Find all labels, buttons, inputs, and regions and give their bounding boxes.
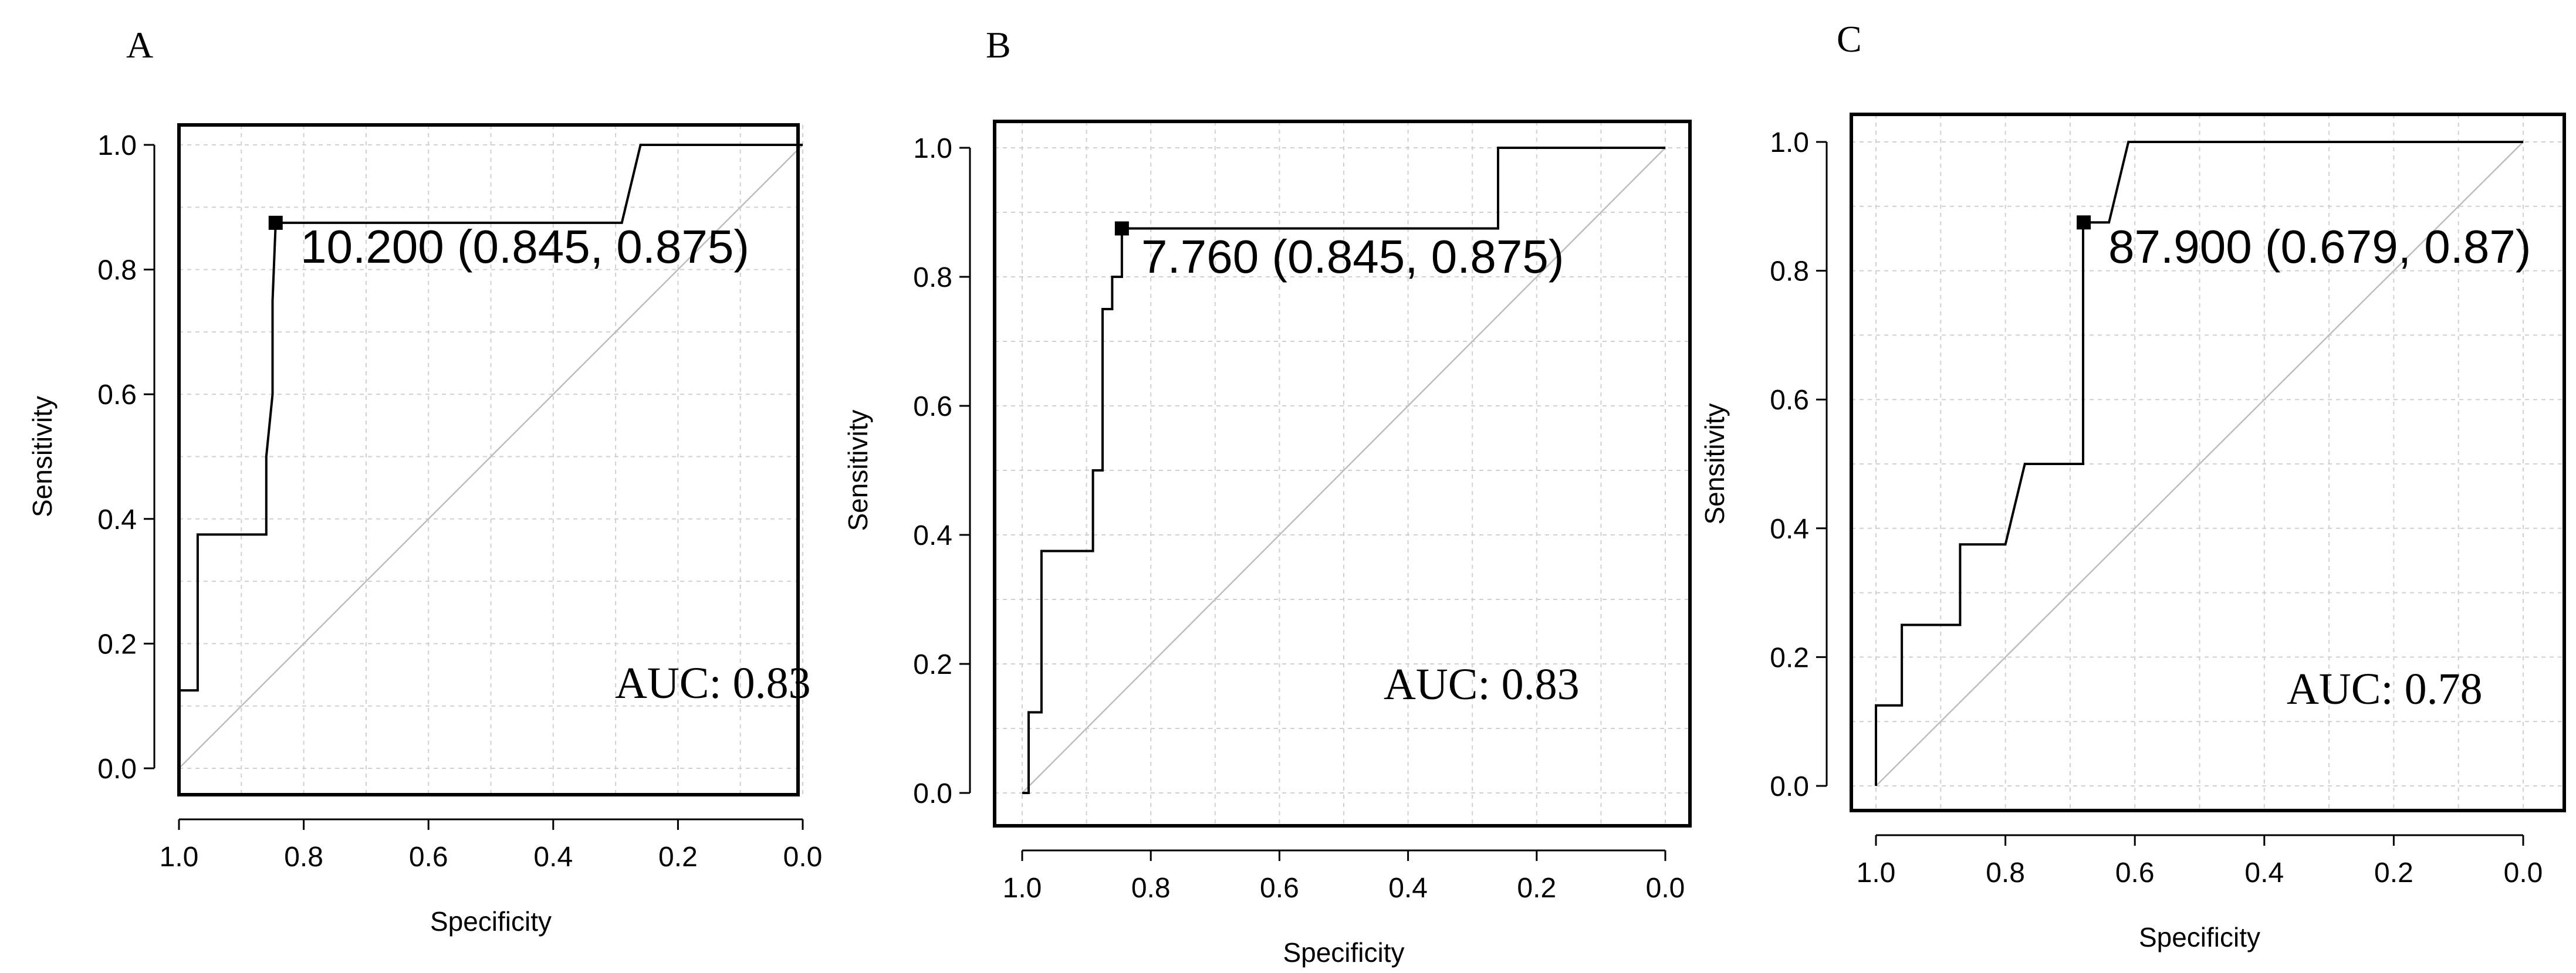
panel-letter: B [986,24,1011,66]
y-tick-label: 0.0 [97,754,137,785]
y-tick-label: 0.4 [913,520,952,551]
y-tick-label: 0.0 [1770,771,1809,802]
x-tick-label: 1.0 [1857,857,1896,889]
x-tick-label: 0.4 [1388,873,1428,904]
y-tick-label: 0.8 [913,262,952,293]
plot-frame [177,123,800,796]
x-tick-label: 0.4 [533,842,573,873]
panels: A 10.200 (0.845, 0.875) AUC: 0.83 0.0 0.2 0.4… [27,18,2566,968]
roc-panel-a: A 10.200 (0.845, 0.875) AUC: 0.83 0.0 0.2 0.4… [27,24,822,937]
panel-letter: A [126,24,153,66]
optimal-cutoff-point [1114,221,1129,236]
x-tick-label: 1.0 [1003,873,1042,904]
x-tick-label: 0.2 [1517,873,1556,904]
y-axis-title: Sensitivity [27,396,58,517]
x-tick-label: 0.6 [1260,873,1299,904]
y-tick-label: 0.0 [913,778,952,809]
y-tick-label: 0.6 [1770,385,1809,416]
panel-letter: C [1837,18,1862,60]
grid-lines [995,121,1690,826]
cutoff-label: 10.200 (0.845, 0.875) [300,221,749,273]
x-tick-label: 0.8 [1986,857,2025,889]
y-tick-label: 0.2 [913,649,952,680]
x-tick-label: 0.8 [1131,873,1171,904]
x-tick-label: 1.0 [160,842,199,873]
grid-lines [1851,114,2564,811]
y-tick-label: 0.4 [1770,514,1809,545]
y-tick-label: 0.4 [97,504,137,535]
y-tick-label: 0.2 [1770,642,1809,673]
optimal-cutoff-point [268,215,283,230]
y-tick-label: 0.6 [913,391,952,422]
cutoff-label: 87.900 (0.679, 0.87) [2108,221,2531,273]
x-tick-label: 0.0 [2504,857,2543,889]
x-tick-label: 0.0 [1646,873,1685,904]
plot-frame [1850,113,2566,812]
auc-label: AUC: 0.83 [1384,660,1580,709]
roc-panel-b: B 7.760 (0.845, 0.875) AUC: 0.83 0.0 0.2 0.4 0… [843,24,1692,968]
x-tick-label: 0.8 [284,842,323,873]
y-tick-label: 1.0 [913,133,952,164]
y-tick-label: 0.8 [97,255,137,286]
x-axis-title: Specificity [430,906,552,937]
y-tick-label: 0.2 [97,629,137,660]
y-tick-label: 0.6 [97,379,137,411]
roc-curve [1022,147,1665,794]
x-axis-title: Specificity [1283,937,1404,968]
y-axis-title: Sensitivity [1699,403,1730,524]
reference-diagonal [1875,141,2524,786]
cutoff-label: 7.760 (0.845, 0.875) [1141,230,1564,283]
reference-diagonal [178,144,803,769]
y-tick-label: 1.0 [1770,127,1809,158]
y-axis-title: Sensitivity [843,409,873,531]
auc-label: AUC: 0.78 [2287,665,2483,714]
optimal-cutoff-point [2077,215,2091,230]
x-tick-label: 0.4 [2244,857,2284,889]
reference-diagonal [1022,147,1666,794]
roc-curve [1875,141,2523,786]
x-tick-label: 0.2 [658,842,698,873]
x-tick-label: 0.6 [2115,857,2155,889]
y-tick-label: 1.0 [97,130,137,161]
y-tick-label: 0.8 [1770,256,1809,287]
roc-curve [178,144,803,768]
x-axis-title: Specificity [2139,922,2260,952]
x-tick-label: 0.0 [783,842,823,873]
x-tick-label: 0.6 [409,842,448,873]
plot-frame [993,120,1692,828]
x-tick-label: 0.2 [2374,857,2413,889]
auc-label: AUC: 0.83 [615,659,811,708]
roc-panel-c: C 87.900 (0.679, 0.87) AUC: 0.78 0.0 0.2 0.4 0… [1699,18,2566,952]
